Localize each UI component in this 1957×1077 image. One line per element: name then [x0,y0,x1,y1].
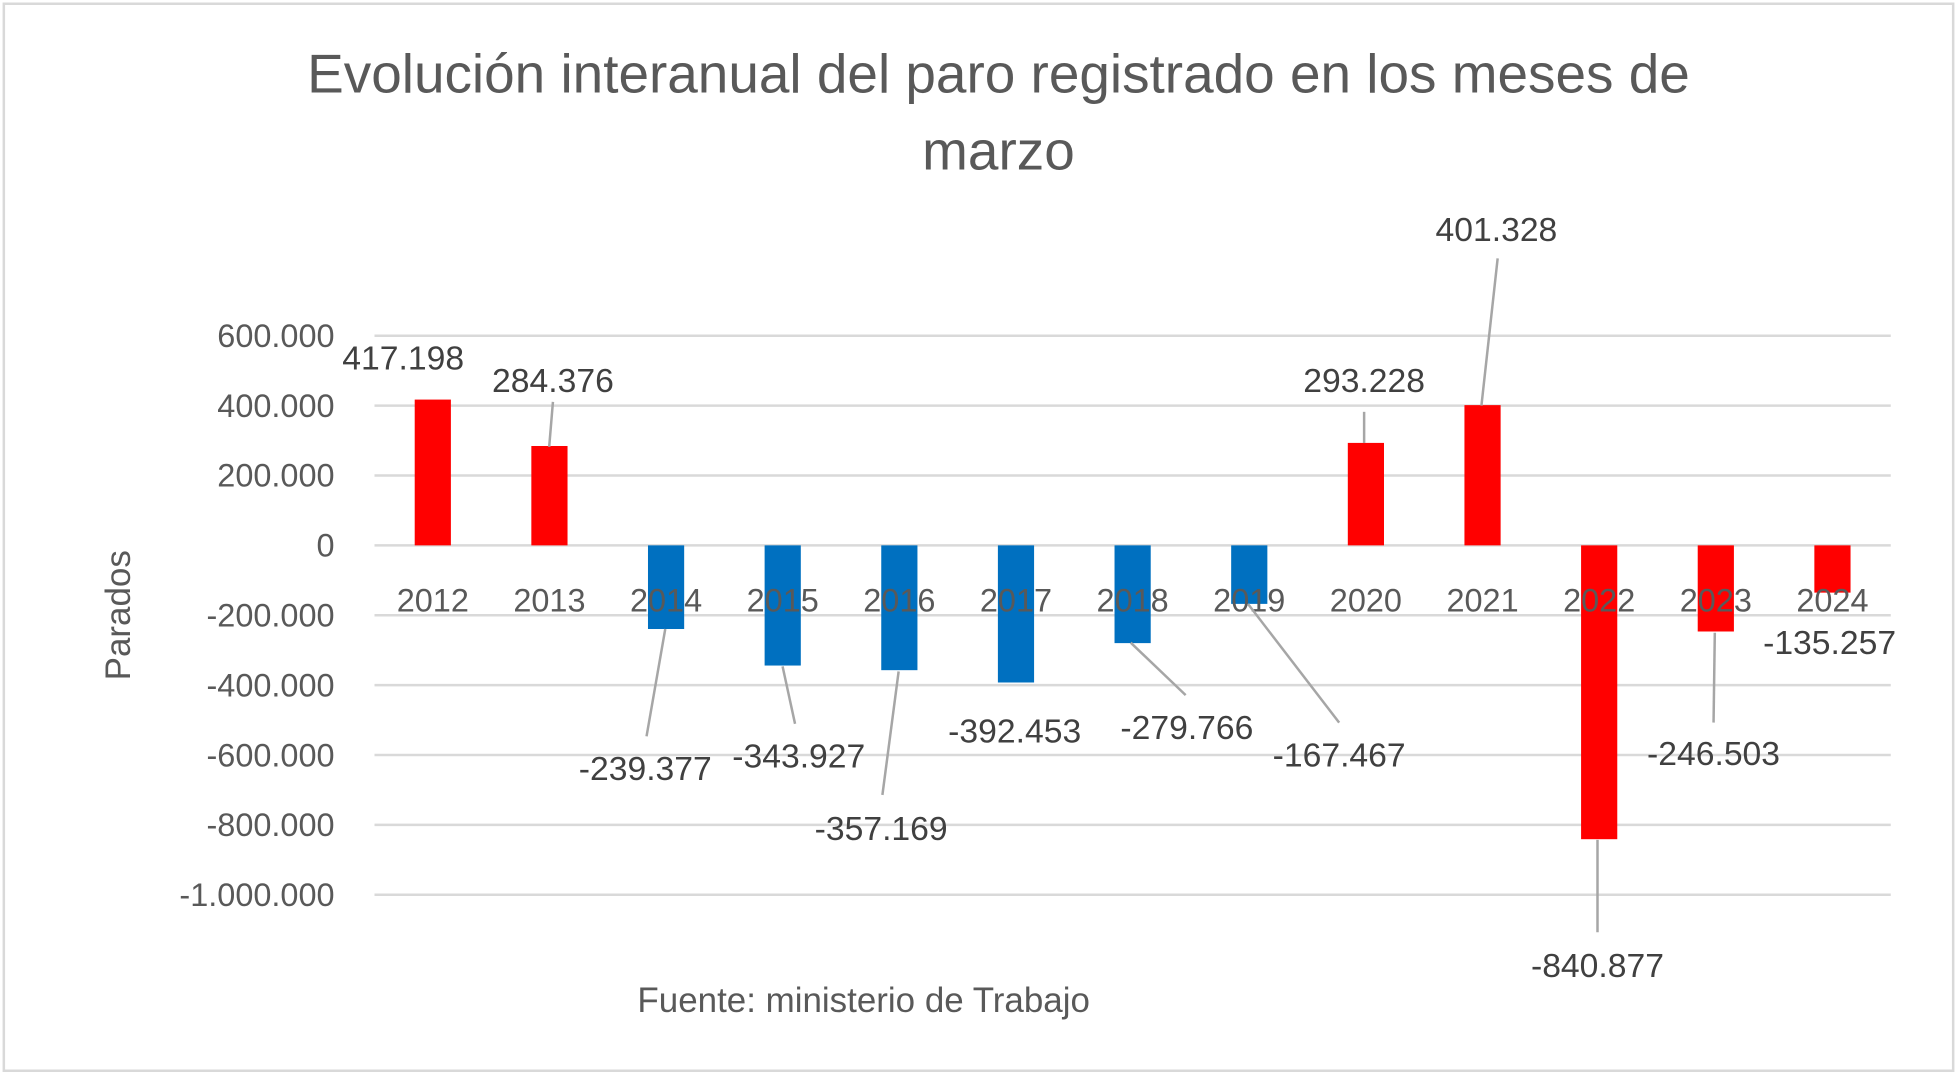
data-label: -343.927 [732,739,865,776]
data-label: 417.198 [342,340,464,377]
data-label: -167.467 [1273,737,1406,774]
bar-2018 [1114,545,1151,644]
data-label: 284.376 [492,363,614,400]
x-tick-label: 2021 [1446,583,1518,619]
data-label: -279.766 [1120,710,1253,747]
bar-2024 [1814,545,1851,593]
leader-line [1712,632,1717,723]
bar-2014 [647,545,685,630]
leader-line [547,401,555,447]
x-tick-label: 2014 [630,583,702,619]
bar-2012 [414,399,451,546]
x-tick-label: 2015 [747,583,819,619]
x-tick-label: 2017 [980,583,1052,619]
bar-2017 [997,545,1035,683]
leader-line [881,671,900,796]
data-label: 293.228 [1303,363,1425,400]
y-tick-label: 200.000 [217,458,334,494]
x-tick-label: 2022 [1563,583,1635,619]
leader-line [1480,258,1499,406]
data-label: -135.257 [1763,625,1896,662]
bar-2023 [1697,545,1734,632]
y-tick-label: 400.000 [217,388,334,424]
data-label: -392.453 [948,714,1081,751]
data-label: -246.503 [1647,736,1780,773]
x-tick-label: 2016 [863,583,935,619]
y-axis-label: Parados [99,550,138,680]
bar-2021 [1464,405,1501,546]
bar-2022 [1581,545,1618,840]
x-tick-label: 2012 [397,583,469,619]
leader-line [781,666,797,725]
data-label: 401.328 [1436,212,1558,249]
x-tick-label: 2018 [1097,583,1169,619]
leader-line [1247,603,1341,724]
y-tick-label: -400.000 [206,667,334,703]
y-tick-label: -600.000 [206,737,334,773]
bar-2015 [764,545,801,666]
bar-2020 [1347,442,1384,546]
y-tick-label: -1.000.000 [179,877,334,913]
data-label: -239.377 [579,751,712,788]
bar-2016 [881,545,918,671]
x-tick-label: 2023 [1680,583,1752,619]
y-tick-label: 600.000 [217,318,334,354]
data-label: -840.877 [1531,948,1664,985]
bar-2019 [1231,545,1268,604]
y-tick-label: -200.000 [206,597,334,633]
leader-line [645,628,667,737]
data-label: -357.169 [815,811,948,848]
bar-2013 [531,445,568,546]
x-tick-label: 2024 [1796,583,1868,619]
y-tick-label: -800.000 [206,807,334,843]
leader-line [1129,641,1187,697]
x-tick-label: 2019 [1213,583,1285,619]
y-tick-label: 0 [316,528,334,564]
chart-title-line-1: Evolución interanual del paro registrado… [307,42,1690,104]
x-tick-label: 2020 [1330,583,1402,619]
source-note: Fuente: ministerio de Trabajo [637,981,1089,1020]
chart-title-line-2: marzo [922,120,1075,182]
x-tick-label: 2013 [513,583,585,619]
